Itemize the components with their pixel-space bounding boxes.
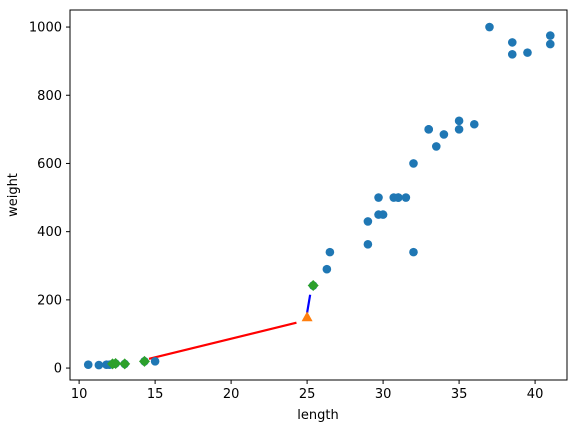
- data-point: [439, 130, 449, 139]
- neighbor-point: [307, 280, 319, 292]
- x-axis-label: length: [297, 408, 338, 423]
- data-point: [469, 119, 479, 129]
- x-tick-label: 10: [71, 387, 88, 402]
- data-point: [325, 247, 335, 257]
- y-tick-label: 800: [37, 89, 62, 104]
- data-point: [150, 356, 160, 366]
- y-axis-label: weight: [6, 173, 21, 217]
- x-tick-label: 25: [299, 387, 316, 402]
- connector-line: [148, 321, 297, 360]
- data-point: [454, 125, 464, 134]
- data-point: [424, 125, 433, 134]
- data-point: [409, 159, 418, 168]
- data-point: [523, 48, 532, 57]
- x-tick-label: 40: [527, 387, 544, 402]
- x-tick-label: 20: [223, 387, 240, 402]
- query-point: [301, 311, 313, 322]
- neighbor-point: [138, 355, 150, 367]
- data-point: [409, 247, 418, 257]
- data-point: [322, 264, 332, 274]
- neighbor-point: [119, 358, 131, 370]
- data-point: [83, 360, 93, 370]
- data-point: [94, 360, 104, 370]
- data-point: [363, 217, 373, 226]
- plot-frame: [69, 9, 568, 381]
- data-point: [507, 50, 517, 59]
- data-point: [454, 116, 464, 126]
- neighbor-point: [107, 358, 119, 370]
- x-tick-label: 30: [375, 387, 392, 402]
- data-point: [507, 38, 517, 47]
- y-tick-label: 400: [37, 225, 62, 240]
- data-point: [401, 193, 411, 202]
- y-tick-label: 1000: [29, 21, 62, 36]
- x-tick-label: 15: [147, 387, 164, 402]
- x-tick-label: 35: [451, 387, 468, 402]
- connector-line: [306, 294, 312, 314]
- data-point: [431, 142, 441, 151]
- data-point: [378, 210, 388, 219]
- chart-marks: [83, 22, 555, 370]
- x-axis: 10 15 20 25 30 35 40: [71, 380, 544, 402]
- data-point: [363, 239, 373, 249]
- y-axis: 0 200 400 600 800 1000: [29, 21, 70, 377]
- y-tick-label: 0: [54, 362, 62, 377]
- data-point: [545, 39, 555, 49]
- data-point: [374, 193, 383, 202]
- data-point: [545, 31, 555, 40]
- y-tick-label: 600: [37, 157, 62, 172]
- y-tick-label: 200: [37, 293, 62, 308]
- data-point: [393, 193, 403, 202]
- data-point: [485, 22, 494, 32]
